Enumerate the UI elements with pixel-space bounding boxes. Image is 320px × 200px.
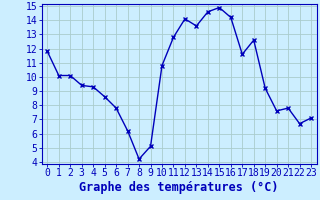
X-axis label: Graphe des températures (°C): Graphe des températures (°C) <box>79 181 279 194</box>
